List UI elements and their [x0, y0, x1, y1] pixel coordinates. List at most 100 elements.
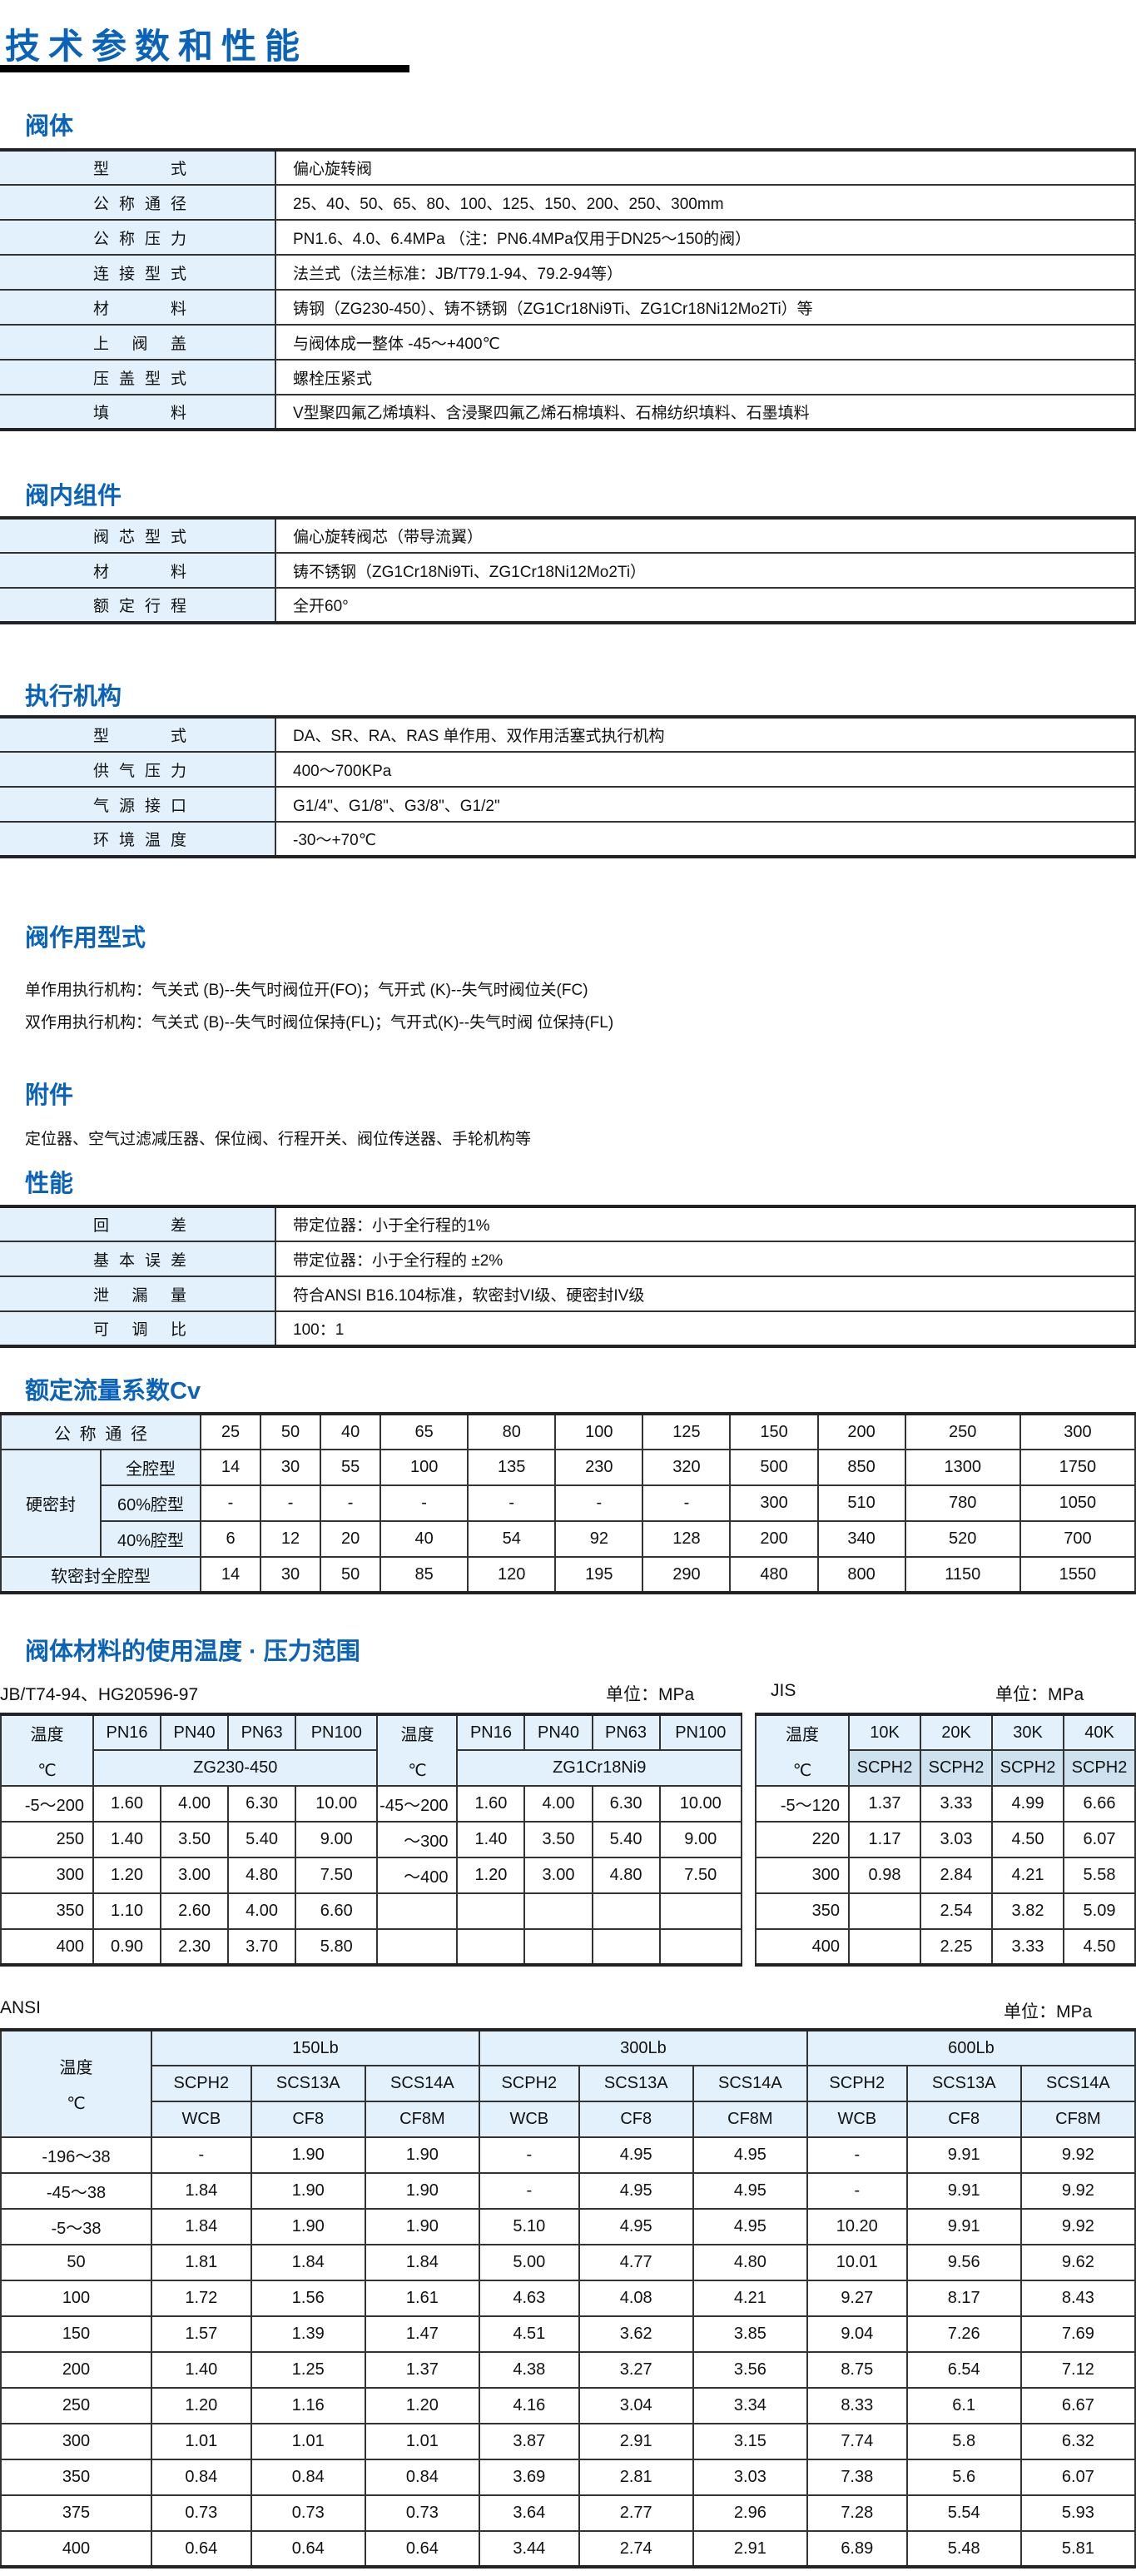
temp-header: 温度 ℃ — [755, 1713, 850, 1787]
temp-value: 350 — [0, 2459, 152, 2496]
material-header: SCPH2 — [920, 1749, 993, 1787]
material-header: SCPH2 — [1063, 1749, 1136, 1787]
row-label: 压盖型式 — [93, 370, 186, 388]
pressure-value: 6.67 — [1019, 2387, 1136, 2424]
cv-value: - — [260, 1484, 322, 1522]
hard-seal-label: 硬密封 — [0, 1449, 102, 1558]
temp-value: 200 — [0, 2351, 152, 2389]
pressure-value: 1.20 — [456, 1857, 526, 1894]
pressure-value: 4.95 — [692, 2136, 808, 2174]
pressure-value — [523, 1892, 593, 1930]
pressure-value: 9.00 — [658, 1821, 743, 1858]
cv-value: 800 — [816, 1556, 906, 1594]
spec-value: 法兰式（法兰标准：JB/T79.1-94、79.2-94等） — [275, 255, 1136, 291]
pressure-value: 8.75 — [806, 2351, 908, 2389]
pressure-value: 3.33 — [920, 1785, 993, 1823]
cv-value: 480 — [729, 1556, 819, 1594]
pressure-value: 1.84 — [364, 2244, 480, 2281]
material-header: SCS13A — [578, 2065, 694, 2102]
temp-value: 350 — [0, 1892, 94, 1930]
pressure-value: 4.95 — [578, 2136, 694, 2174]
table-row: 公称通径 25 50 40 65 80 100 125 150 200 250 300 — [0, 1413, 1136, 1450]
temp-unit: ℃ — [67, 2095, 86, 2113]
pressure-value: 3.33 — [991, 1928, 1064, 1966]
temp-value: 150 — [0, 2315, 152, 2353]
pressure-value: 3.69 — [478, 2459, 580, 2496]
pressure-value: 5.93 — [1019, 2494, 1136, 2532]
pressure-value: 5.10 — [478, 2208, 580, 2245]
soft-seal-label: 软密封全腔型 — [0, 1556, 201, 1594]
pressure-value: 9.04 — [806, 2315, 908, 2353]
temp-value: 220 — [755, 1821, 850, 1858]
pressure-value: 4.51 — [478, 2315, 580, 2353]
spec-label: 额定行程 — [0, 588, 276, 624]
material-header: SCPH2 — [478, 2065, 580, 2102]
pressure-value: - — [151, 2136, 252, 2174]
pressure-value: 2.81 — [578, 2459, 694, 2496]
cavity-type-label: 全腔型 — [100, 1449, 201, 1486]
class-header: 600Lb — [806, 2029, 1136, 2066]
pressure-value: 6.07 — [1019, 2459, 1136, 2496]
pressure-value: 9.91 — [905, 2136, 1022, 2174]
pressure-value: 5.40 — [591, 1821, 661, 1858]
pressure-value: 4.00 — [227, 1892, 297, 1930]
cv-value: 850 — [816, 1449, 906, 1486]
pressure-value: 0.73 — [250, 2494, 366, 2532]
cv-value: 500 — [729, 1449, 819, 1486]
pressure-value: 6.54 — [905, 2351, 1022, 2389]
performance-table: 回差 带定位器：小于全行程的1% 基本误差 带定位器：小于全行程的 ±2% 泄漏量 符合A… — [0, 1205, 1136, 1348]
cv-value: 1050 — [1019, 1484, 1136, 1522]
table-row: 供气压力 400～700KPa — [0, 752, 1136, 788]
pressure-value: 2.30 — [160, 1928, 230, 1966]
spec-label: 环境温度 — [0, 822, 276, 858]
temp-value: -196～38 — [0, 2136, 152, 2174]
temp-unit: ℃ — [792, 1761, 812, 1780]
material-header: CF8 — [250, 2101, 366, 2138]
table-row: 100 1.72 1.56 1.61 4.63 4.08 4.21 9.27 8.17 8.43 — [0, 2280, 1136, 2317]
jb-standard-label: JB/T74-94、HG20596-97 — [0, 1685, 199, 1704]
table-row: -5～120 1.37 3.33 4.99 6.66 — [755, 1785, 1136, 1823]
temp-unit: ℃ — [408, 1761, 427, 1780]
pressure-value — [848, 1892, 921, 1930]
trim-spec-table: 阀芯型式 偏心旋转阀芯（带导流翼） 材料 铸不锈钢（ZG1Cr18Ni9Ti、ZG1C… — [0, 516, 1136, 624]
pressure-value: 1.25 — [250, 2351, 366, 2389]
actuator-spec-table: 型式 DA、SR、RA、RAS 单作用、双作用活塞式执行机构 供气压力 400～700… — [0, 715, 1136, 858]
spec-value: -30～+70℃ — [275, 822, 1136, 858]
material-header: CF8M — [364, 2101, 480, 2138]
dn-value: 125 — [642, 1413, 732, 1450]
cv-value: 1550 — [1019, 1556, 1136, 1594]
accessories-text: 定位器、空气过滤减压器、保位阀、行程开关、阀位传送器、手轮机构等 — [25, 1131, 532, 1148]
pressure-value: 2.96 — [692, 2494, 808, 2532]
row-label: 可调比 — [93, 1321, 186, 1339]
pressure-value: - — [806, 2172, 908, 2210]
pressure-value: 1.84 — [250, 2244, 366, 2281]
pressure-value: 1.81 — [151, 2244, 252, 2281]
table-row: 40%腔型 6 12 20 40 54 92 128 200 340 520 700 — [1, 1520, 1136, 1558]
cv-value: 320 — [642, 1449, 732, 1486]
dn-value: 50 — [260, 1413, 322, 1450]
spec-value: DA、SR、RA、RAS 单作用、双作用活塞式执行机构 — [275, 717, 1136, 753]
material-header: CF8M — [1019, 2101, 1136, 2138]
pressure-value: 7.28 — [806, 2494, 908, 2532]
pressure-value: 1.60 — [92, 1785, 162, 1823]
spec-label: 型式 — [0, 150, 276, 186]
pressure-value: 5.58 — [1063, 1857, 1136, 1894]
cv-value: 230 — [554, 1449, 644, 1486]
spec-label: 上阀盖 — [0, 325, 276, 361]
spec-label: 回差 — [0, 1206, 276, 1242]
ansi-standard-label: ANSI — [0, 1998, 42, 2017]
pressure-value: 1.40 — [92, 1821, 162, 1858]
cv-value: 120 — [467, 1556, 557, 1594]
table-row: 50 1.81 1.84 1.84 5.00 4.77 4.80 10.01 9.56 9.62 — [0, 2244, 1136, 2281]
jis-standard-label: JIS — [771, 1681, 796, 1700]
material-header: ZG230-450 — [92, 1749, 379, 1787]
table-row: -45～38 1.84 1.90 1.90-4.95 4.95-9.91 9.92 — [0, 2172, 1136, 2210]
temp-value: -45～38 — [0, 2172, 152, 2210]
pressure-value: 5.00 — [478, 2244, 580, 2281]
temp-header: 温度 ℃ — [0, 2029, 152, 2138]
pressure-value: 1.72 — [151, 2280, 252, 2317]
pressure-value — [591, 1928, 661, 1966]
pressure-value: 7.38 — [806, 2459, 908, 2496]
pressure-value: 1.84 — [151, 2208, 252, 2245]
table-row: 温度 ℃ 10K 20K 30K 40K — [755, 1713, 1136, 1787]
